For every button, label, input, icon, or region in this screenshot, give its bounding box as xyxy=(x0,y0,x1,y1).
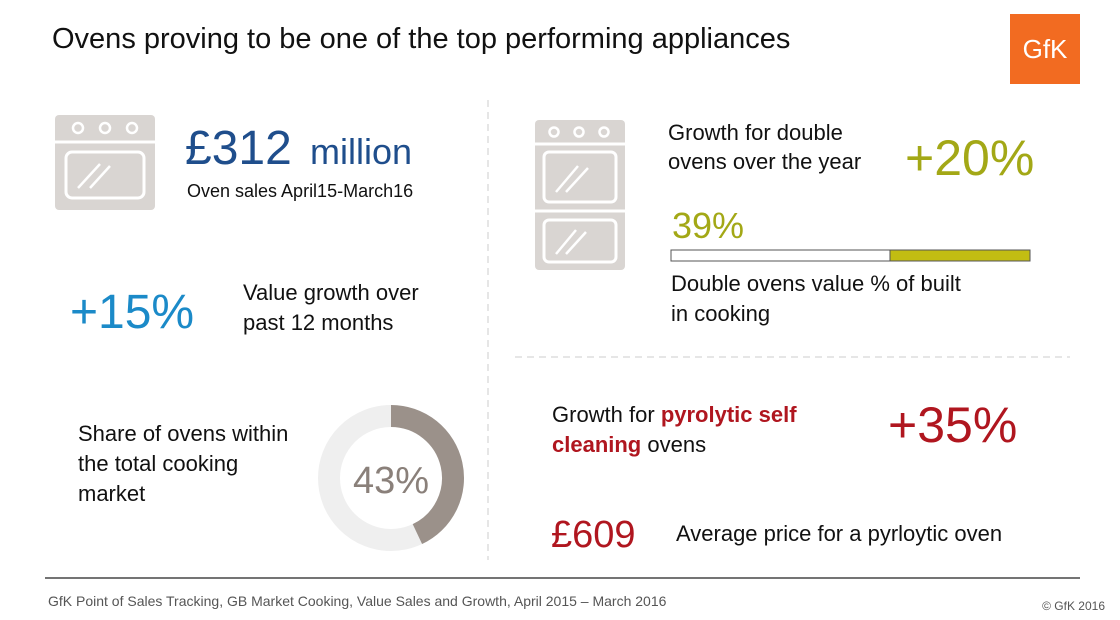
share-text: the total cooking xyxy=(78,451,238,476)
text: ovens xyxy=(641,432,706,457)
bar-caption: Double ovens value % of built xyxy=(671,271,961,296)
sales-caption: Oven sales April15-March16 xyxy=(187,181,413,201)
text: Growth for xyxy=(552,402,661,427)
highlight: cleaning xyxy=(552,432,641,457)
footer-source: GfK Point of Sales Tracking, GB Market C… xyxy=(48,593,667,609)
price-caption: Average price for a pyrloytic oven xyxy=(676,521,1002,546)
double-figure: +20% xyxy=(905,130,1034,186)
share-text: Share of ovens within xyxy=(78,421,288,446)
pyrolytic-figure: +35% xyxy=(888,397,1017,453)
logo-text: GfK xyxy=(1023,34,1068,64)
sales-unit: million xyxy=(310,131,412,172)
pyrolytic-text: Growth for pyrolytic self xyxy=(552,402,797,427)
growth-text: Value growth over xyxy=(243,280,419,305)
double-text: Growth for double xyxy=(668,120,843,145)
highlight: pyrolytic self xyxy=(661,402,797,427)
logo-box xyxy=(1010,14,1080,84)
donut-label: 43% xyxy=(353,460,429,502)
bar-fill xyxy=(889,249,1031,262)
sales-amount: £312 xyxy=(185,122,292,175)
bar-label: 39% xyxy=(672,205,744,246)
footer-copyright: © GfK 2016 xyxy=(1042,599,1105,613)
title: Ovens proving to be one of the top perfo… xyxy=(52,23,790,55)
growth-text: past 12 months xyxy=(243,310,393,335)
share-text: market xyxy=(78,481,145,506)
donut-segment xyxy=(390,405,464,545)
oven-icon xyxy=(55,115,155,210)
price-figure: £609 xyxy=(551,514,636,556)
double-text: ovens over the year xyxy=(668,149,861,174)
double-oven-icon xyxy=(535,120,625,270)
growth-figure: +15% xyxy=(70,286,194,339)
pyrolytic-text: cleaning ovens xyxy=(552,432,706,457)
bar-caption: in cooking xyxy=(671,301,770,326)
